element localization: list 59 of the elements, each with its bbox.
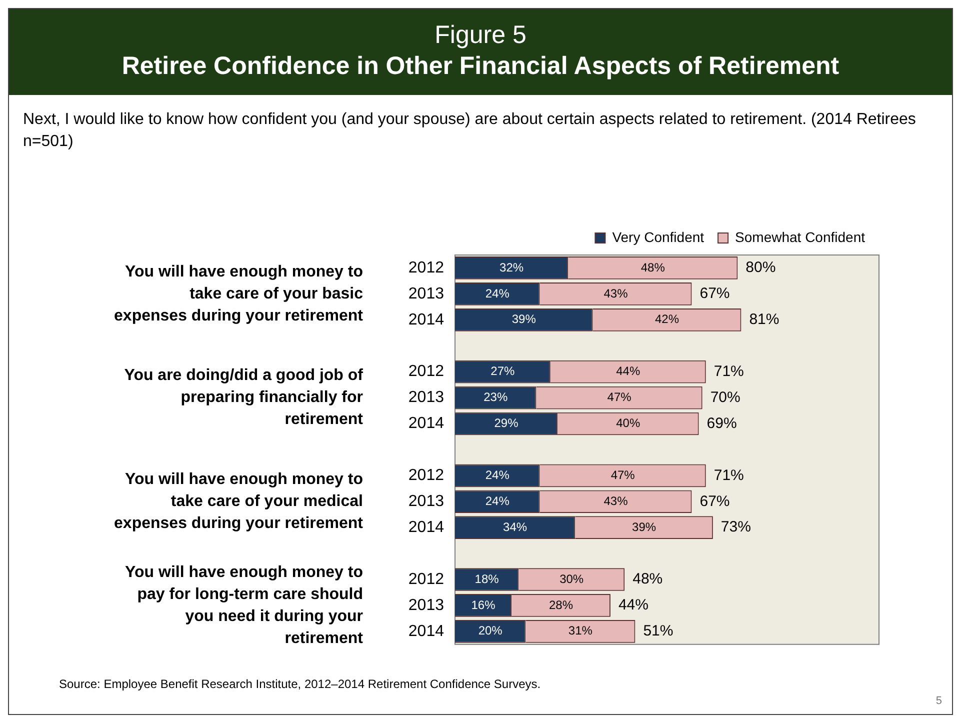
total-label: 67%	[700, 285, 730, 302]
data-label: 47%	[610, 468, 636, 482]
y-tick-label: 2014	[408, 622, 444, 640]
data-label: 42%	[654, 312, 680, 326]
text: You will have enough money to take care of your medical expenses during your retirement	[114, 471, 364, 532]
total-label: 71%	[714, 466, 744, 484]
data-label: 44%	[616, 364, 640, 378]
data-label: 16%	[471, 598, 496, 612]
total-label: 69%	[706, 414, 737, 432]
total-label: 80%	[746, 259, 776, 276]
data-label: 24%	[485, 468, 510, 482]
data-label: 43%	[604, 494, 628, 508]
legend-label: Very Confident	[612, 228, 704, 245]
data-label: 47%	[607, 390, 632, 404]
data-label: 30%	[560, 572, 584, 586]
text: You are doing/did a good job of preparing financially for retirement	[124, 367, 364, 428]
y-tick-label: 2014	[408, 415, 444, 432]
y-tick-label: 2012	[408, 363, 444, 380]
y-tick-label: 2013	[408, 285, 444, 302]
y-tick-label: 2012	[408, 259, 444, 276]
data-label: 40%	[616, 416, 640, 430]
total-label: 81%	[749, 311, 780, 328]
total-label: 73%	[720, 518, 751, 536]
data-label: 43%	[604, 286, 628, 300]
total-label: 67%	[700, 492, 730, 510]
source-note: Source: Employee Benefit Research Institute, 2012–2014 Retirement Confidence Surveys.	[59, 677, 541, 691]
y-tick-label: 2012	[408, 467, 444, 484]
data-label: 32%	[500, 260, 524, 274]
data-label: 29%	[494, 416, 519, 430]
y-tick-label: 2013	[408, 389, 444, 406]
chart-title: Figure 5	[434, 21, 528, 50]
total-label: 71%	[714, 362, 744, 380]
data-label: 28%	[548, 598, 574, 612]
text: Next, I would like to know how confident you (and your spouse) are about certain aspects related to retirement. (2014 Retirees n=501)	[23, 110, 917, 152]
data-label: 48%	[640, 260, 666, 274]
data-label: 39%	[512, 312, 536, 326]
text: You will have enough money to pay for long-term care should you need it during your retirement	[125, 564, 364, 647]
data-label: 31%	[568, 624, 593, 638]
legend-label: Somewhat Confident	[735, 228, 866, 245]
chart-subtitle: Retiree Confidence in Other Financial Aspects of Retirement	[120, 52, 840, 81]
y-tick-label: 2014	[408, 311, 444, 328]
data-label: 24%	[485, 494, 510, 508]
total-label: 51%	[643, 622, 674, 640]
data-label: 20%	[478, 624, 503, 638]
data-label: 24%	[485, 286, 510, 300]
y-tick-label: 2013	[408, 596, 444, 614]
text: 5	[936, 695, 942, 707]
y-tick-label: 2012	[408, 570, 444, 588]
text: You will have enough money to take care of your basic expenses during your retirement	[114, 263, 364, 324]
data-label: 27%	[490, 364, 516, 378]
total-label: 48%	[632, 570, 663, 588]
y-tick-label: 2014	[408, 518, 444, 536]
y-tick-label: 2013	[408, 493, 444, 510]
total-label: 44%	[618, 596, 648, 614]
data-label: 18%	[474, 572, 500, 586]
data-label: 39%	[632, 520, 656, 534]
data-label: 23%	[484, 390, 508, 404]
data-label: 34%	[503, 520, 528, 534]
total-label: 70%	[710, 388, 740, 406]
